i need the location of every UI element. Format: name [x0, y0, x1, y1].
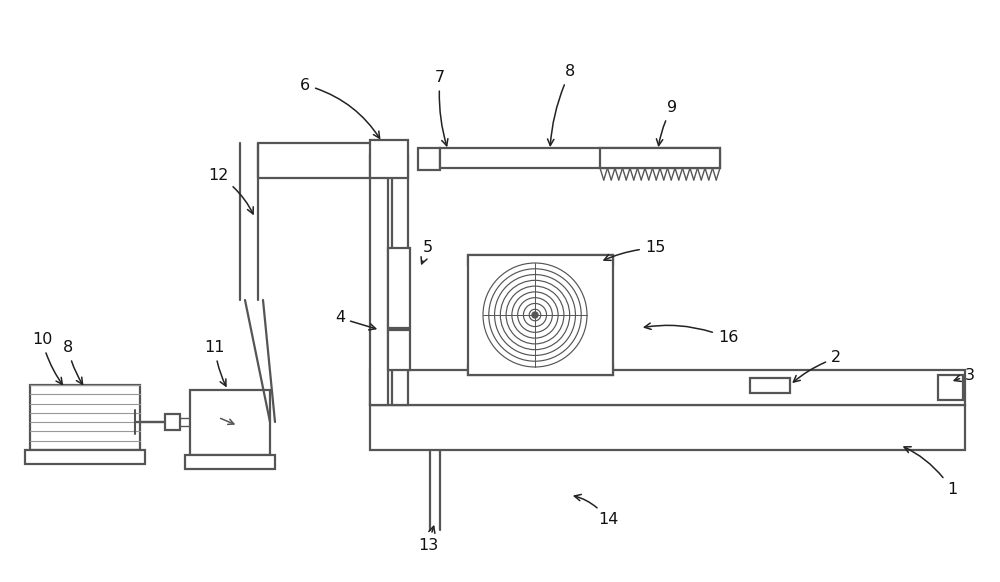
Bar [440, 148, 720, 168]
Circle shape [532, 312, 538, 318]
Bar [185, 455, 275, 469]
Text: 1: 1 [904, 447, 957, 498]
Text: 6: 6 [300, 77, 380, 138]
Text: 15: 15 [604, 240, 665, 260]
Bar [370, 405, 965, 450]
Bar [938, 375, 963, 400]
Bar [418, 148, 440, 170]
Bar [468, 255, 613, 375]
Text: 12: 12 [208, 168, 253, 214]
Text: 3: 3 [954, 367, 975, 382]
Text: 4: 4 [335, 311, 376, 330]
Bar [25, 450, 145, 464]
Bar [388, 330, 410, 370]
Text: 7: 7 [435, 70, 448, 146]
Text: 11: 11 [205, 340, 226, 386]
Bar [392, 155, 408, 405]
Bar [388, 248, 410, 328]
Text: 13: 13 [418, 526, 438, 552]
Bar [370, 155, 388, 405]
Bar [468, 365, 613, 375]
Bar [190, 390, 270, 455]
Text: 9: 9 [656, 101, 677, 146]
Text: 2: 2 [793, 350, 841, 382]
Bar [370, 140, 408, 178]
Text: 8: 8 [63, 340, 83, 384]
Bar [750, 378, 790, 393]
Bar [600, 148, 720, 168]
Bar [468, 255, 613, 265]
Bar [165, 414, 180, 430]
Text: 5: 5 [421, 240, 433, 264]
Text: 8: 8 [548, 65, 575, 146]
Bar [30, 385, 140, 450]
Text: 16: 16 [644, 323, 738, 346]
Bar [370, 370, 965, 405]
Text: 10: 10 [32, 332, 62, 384]
Text: 14: 14 [574, 495, 618, 527]
